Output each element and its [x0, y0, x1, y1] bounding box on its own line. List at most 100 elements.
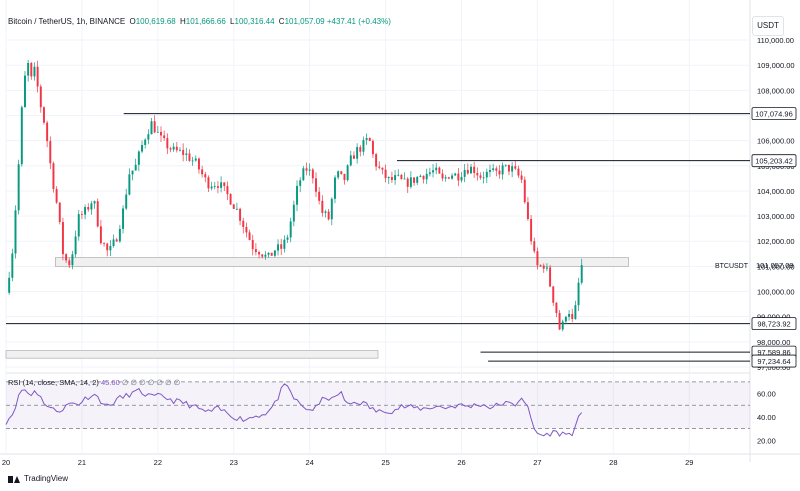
- price-tick-label: 97,000.00: [757, 363, 790, 372]
- price-axis[interactable]: 110,000.00109,000.00108,000.00107,000.00…: [757, 36, 795, 445]
- candle-body: [482, 177, 485, 179]
- candle-body: [185, 153, 188, 155]
- candle-body: [14, 210, 17, 254]
- candle-body: [286, 237, 289, 240]
- horizontal-levels[interactable]: [6, 113, 750, 362]
- candle-body: [302, 168, 305, 181]
- rsi-na-4: ∅: [147, 378, 155, 387]
- price-zone[interactable]: [5, 350, 379, 359]
- price-zone[interactable]: [55, 257, 629, 267]
- candle-body: [242, 220, 245, 227]
- candle-body: [163, 135, 166, 139]
- candle-body: [144, 139, 147, 145]
- rsi-header: RSI (14, close, SMA, 14, 2) 45.60 ∅ ∅ ∅ …: [8, 378, 180, 387]
- tradingview-footer[interactable]: TradingView: [8, 474, 68, 483]
- candle-body: [191, 160, 194, 162]
- candle-body: [536, 251, 539, 266]
- candle-body: [349, 155, 352, 166]
- candle-body: [403, 178, 406, 180]
- candle-body: [321, 200, 324, 213]
- candle-body: [39, 86, 42, 108]
- candle-body: [359, 147, 362, 152]
- candle-body: [106, 243, 109, 251]
- candle-body: [400, 174, 403, 179]
- candle-body: [561, 321, 564, 330]
- open-label: O: [129, 17, 136, 26]
- candle-body: [77, 214, 80, 237]
- currency-button[interactable]: USDT: [752, 16, 784, 36]
- price-tick-label: 102,000.00: [757, 237, 795, 246]
- candle-body: [488, 169, 491, 172]
- symbol-header: Bitcoin / TetherUS, 1h, BINANCE O100,619…: [8, 17, 391, 26]
- candle-body: [169, 148, 172, 150]
- brand-name: TradingView: [24, 474, 69, 483]
- candle-body: [539, 265, 542, 267]
- candle-body: [330, 198, 333, 220]
- candle-body: [289, 221, 292, 238]
- candle-body: [112, 239, 115, 246]
- candle-body: [447, 177, 450, 179]
- candle-body: [327, 211, 330, 220]
- high-value: 101,666.66: [185, 17, 226, 26]
- time-axis[interactable]: 20 21 22 23 24 25 26 27 28 29: [2, 458, 694, 467]
- candle-body: [283, 239, 286, 249]
- candle-body: [46, 122, 49, 142]
- candle-body: [514, 166, 517, 169]
- candle-body: [258, 252, 261, 255]
- candle-body: [406, 178, 409, 187]
- candle-body: [147, 134, 150, 140]
- candle-body: [84, 207, 87, 215]
- candle-body: [52, 163, 55, 190]
- symbol-title[interactable]: Bitcoin / TetherUS, 1h, BINANCE: [8, 17, 126, 26]
- price-tick-label: 100,000.00: [757, 288, 795, 297]
- candle-body: [166, 138, 169, 149]
- change-value: +437.41 (+0.43%): [326, 17, 391, 26]
- rsi-tick-label: 20.00: [757, 436, 776, 445]
- candle-body: [460, 176, 463, 181]
- candle-body: [435, 167, 438, 171]
- date-tick-label: 23: [230, 458, 238, 467]
- candle-body: [457, 173, 460, 181]
- candle-body: [324, 211, 327, 213]
- level-label: 97,589.86: [757, 348, 790, 357]
- candle-body: [226, 186, 229, 195]
- candle-body: [571, 313, 574, 320]
- candle-body: [352, 155, 355, 159]
- candle-body: [93, 201, 96, 204]
- level-label: 107,074.96: [755, 110, 793, 119]
- candle-body: [125, 194, 128, 209]
- candle-body: [128, 174, 131, 195]
- candle-body: [122, 208, 125, 229]
- candle-body: [11, 253, 14, 278]
- candle-body: [470, 166, 472, 174]
- rsi-title[interactable]: RSI (14, close, SMA, 14, 2): [8, 378, 99, 387]
- candle-body: [201, 169, 204, 175]
- candle-body: [507, 164, 510, 172]
- candle-body: [526, 202, 529, 219]
- rsi-na-5: ∅: [156, 378, 163, 387]
- candle-body: [580, 265, 583, 283]
- price-tick-label: 104,000.00: [757, 187, 795, 196]
- candle-body: [340, 171, 343, 174]
- candle-body: [280, 244, 283, 249]
- candle-body: [254, 249, 257, 253]
- candle-body: [131, 170, 134, 175]
- price-tick-label: 108,000.00: [757, 86, 795, 95]
- candle-body: [371, 140, 374, 155]
- date-tick-label: 21: [78, 458, 86, 467]
- candle-body: [68, 260, 71, 266]
- price-tick-label: 99,000.00: [757, 313, 790, 322]
- level-label: 98,723.92: [757, 320, 790, 329]
- price-tick-label: 101,000.00: [757, 262, 795, 271]
- candle-body: [150, 121, 153, 135]
- candle-body: [153, 121, 156, 133]
- candlestick-series: [8, 59, 583, 332]
- rsi-tick-label: 40.00: [757, 413, 776, 422]
- candle-body: [315, 178, 317, 192]
- candle-body: [365, 138, 368, 141]
- date-tick-label: 27: [533, 458, 541, 467]
- candle-body: [368, 138, 371, 141]
- candle-body: [175, 146, 178, 151]
- candle-body: [378, 166, 381, 168]
